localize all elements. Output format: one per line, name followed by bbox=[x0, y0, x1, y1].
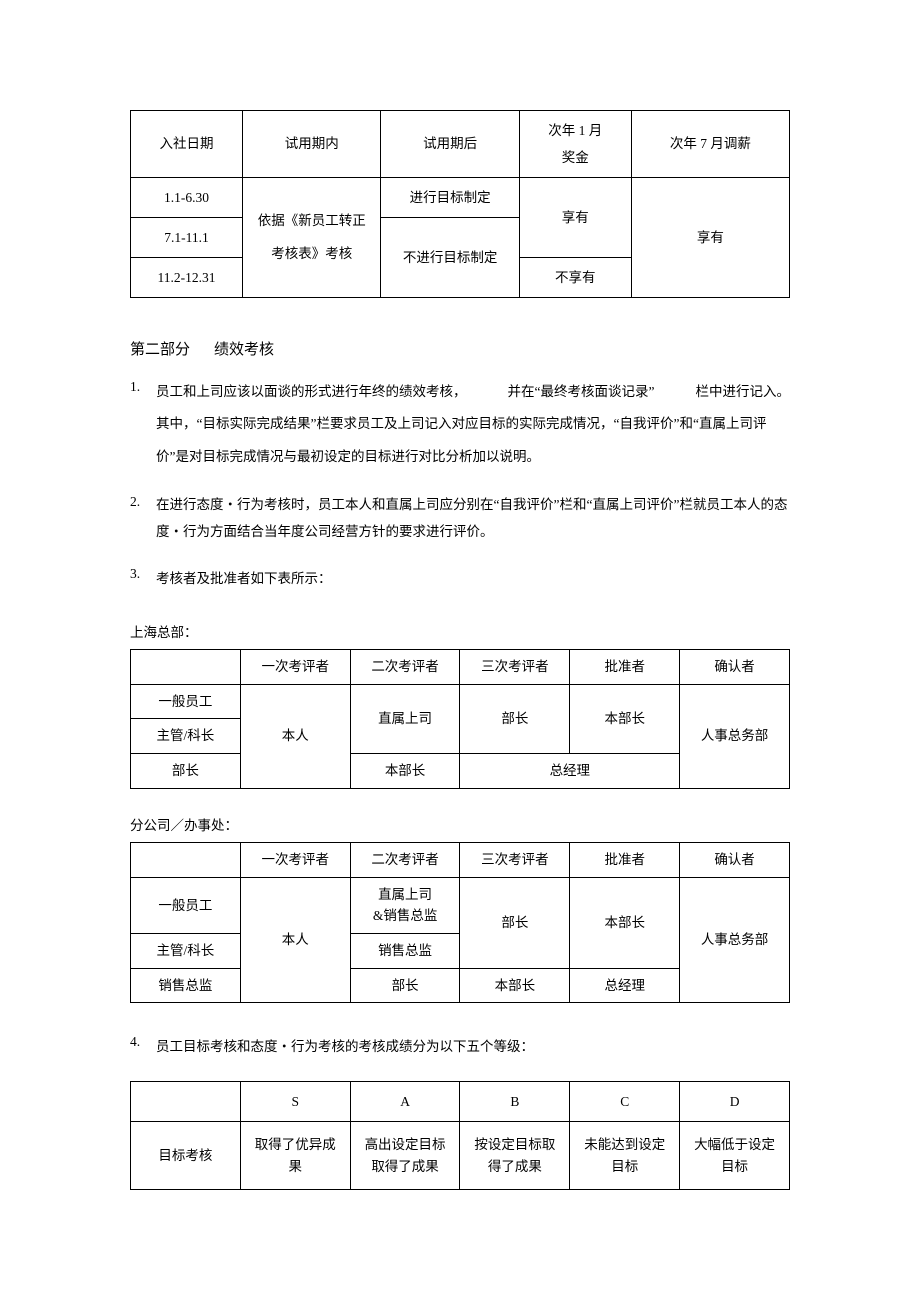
num-1: 1. bbox=[130, 376, 156, 473]
t1-salary: 享有 bbox=[631, 178, 789, 298]
t3-confirm: 人事总务部 bbox=[680, 877, 790, 1002]
t1-after-bottom: 不进行目标制定 bbox=[381, 218, 519, 298]
list-item-2: 2. 在进行态度・行为考核时，员工本人和直属上司应分别在“自我评价”栏和“直属上… bbox=[130, 491, 790, 545]
t3-h3: 三次考评者 bbox=[460, 843, 570, 878]
t1-bonus-bottom: 不享有 bbox=[519, 258, 631, 298]
t4-c0: 取得了优异成果 bbox=[240, 1122, 350, 1190]
t4-h0 bbox=[131, 1082, 241, 1122]
t3-r3-c4: 本部长 bbox=[460, 968, 570, 1003]
t2-r1-c5: 本部长 bbox=[570, 684, 680, 753]
t3-r12-c4: 部长 bbox=[460, 877, 570, 968]
section-2-list: 1. 员工和上司应该以面谈的形式进行年终的绩效考核， 并在“最终考核面谈记录” … bbox=[130, 376, 790, 596]
t3-r2-c1: 主管/科长 bbox=[131, 933, 241, 968]
t2-h5: 确认者 bbox=[680, 650, 790, 685]
t2-r1-c3: 直属上司 bbox=[350, 684, 460, 753]
t2-confirm: 人事总务部 bbox=[680, 684, 790, 788]
list-item-4: 4. 员工目标考核和态度・行为考核的考核成绩分为以下五个等级： bbox=[130, 1031, 790, 1063]
t3-r3-c1: 销售总监 bbox=[131, 968, 241, 1003]
section-2-list-cont: 4. 员工目标考核和态度・行为考核的考核成绩分为以下五个等级： bbox=[130, 1031, 790, 1063]
table-entry-dates: 入社日期 试用期内 试用期后 次年 1 月 奖金 次年 7 月调薪 1.1-6.… bbox=[130, 110, 790, 298]
t4-c4: 大幅低于设定目标 bbox=[680, 1122, 790, 1190]
t3-self: 本人 bbox=[240, 877, 350, 1002]
item-1c: 栏中进行记入。 bbox=[695, 376, 790, 408]
t2-r2-c1: 主管/科长 bbox=[131, 719, 241, 754]
t3-h1: 一次考评者 bbox=[240, 843, 350, 878]
item-2: 在进行态度・行为考核时，员工本人和直属上司应分别在“自我评价”栏和“直属上司评价… bbox=[156, 491, 790, 545]
item-3: 考核者及批准者如下表所示： bbox=[156, 563, 790, 595]
t3-r2-c3: 销售总监 bbox=[350, 933, 460, 968]
t4-h3: B bbox=[460, 1082, 570, 1122]
t2-self: 本人 bbox=[240, 684, 350, 788]
t2-r1-c4: 部长 bbox=[460, 684, 570, 753]
t2-r1-c1: 一般员工 bbox=[131, 684, 241, 719]
t2-h1: 一次考评者 bbox=[240, 650, 350, 685]
t3-h2: 二次考评者 bbox=[350, 843, 460, 878]
table2-label: 上海总部： bbox=[130, 622, 790, 644]
t1-r2-c1: 7.1-11.1 bbox=[131, 218, 243, 258]
t4-c2: 按设定目标取得了成果 bbox=[460, 1122, 570, 1190]
t4-h1: S bbox=[240, 1082, 350, 1122]
t1-header-2: 试用期后 bbox=[381, 111, 519, 178]
t4-c1: 高出设定目标取得了成果 bbox=[350, 1122, 460, 1190]
num-3: 3. bbox=[130, 563, 156, 595]
t3-r3-c5: 总经理 bbox=[570, 968, 680, 1003]
list-item-1: 1. 员工和上司应该以面谈的形式进行年终的绩效考核， 并在“最终考核面谈记录” … bbox=[130, 376, 790, 473]
table-grades: S A B C D 目标考核 取得了优异成果 高出设定目标取得了成果 按设定目标… bbox=[130, 1081, 790, 1190]
section-2-name: 绩效考核 bbox=[214, 342, 274, 358]
t2-h2: 二次考评者 bbox=[350, 650, 460, 685]
t3-r1-c3: 直属上司 &销售总监 bbox=[350, 877, 460, 933]
document-page: 入社日期 试用期内 试用期后 次年 1 月 奖金 次年 7 月调薪 1.1-6.… bbox=[0, 0, 920, 1250]
item-1-rest: 其中，“目标实际完成结果”栏要求员工及上司记入对应目标的实际完成情况，“自我评价… bbox=[156, 408, 790, 473]
t2-h3: 三次考评者 bbox=[460, 650, 570, 685]
t1-bonus-top: 享有 bbox=[519, 178, 631, 258]
section-2-title: 第二部分 绩效考核 bbox=[130, 338, 790, 362]
t4-h4: C bbox=[570, 1082, 680, 1122]
t3-h4: 批准者 bbox=[570, 843, 680, 878]
list-item-3: 3. 考核者及批准者如下表所示： bbox=[130, 563, 790, 595]
t4-h5: D bbox=[680, 1082, 790, 1122]
t1-r3-c1: 11.2-12.31 bbox=[131, 258, 243, 298]
table-branch: 一次考评者 二次考评者 三次考评者 批准者 确认者 一般员工 本人 直属上司 &… bbox=[130, 842, 790, 1003]
t3-r12-c5: 本部长 bbox=[570, 877, 680, 968]
t2-h0 bbox=[131, 650, 241, 685]
t4-h2: A bbox=[350, 1082, 460, 1122]
t1-header-3: 次年 1 月 奖金 bbox=[519, 111, 631, 178]
item-1b: 并在“最终考核面谈记录” bbox=[508, 376, 655, 408]
t3-h5: 确认者 bbox=[680, 843, 790, 878]
num-4: 4. bbox=[130, 1031, 156, 1063]
t2-r3-c45: 总经理 bbox=[460, 753, 680, 788]
t3-h0 bbox=[131, 843, 241, 878]
t3-r1-c1: 一般员工 bbox=[131, 877, 241, 933]
t2-r3-c3: 本部长 bbox=[350, 753, 460, 788]
item-4: 员工目标考核和态度・行为考核的考核成绩分为以下五个等级： bbox=[156, 1031, 790, 1063]
t1-header-1: 试用期内 bbox=[243, 111, 381, 178]
t1-after-top: 进行目标制定 bbox=[381, 178, 519, 218]
table3-label: 分公司／办事处： bbox=[130, 815, 790, 837]
t1-header-0: 入社日期 bbox=[131, 111, 243, 178]
t1-header-4: 次年 7 月调薪 bbox=[631, 111, 789, 178]
t4-c3: 未能达到设定目标 bbox=[570, 1122, 680, 1190]
item-1a: 员工和上司应该以面谈的形式进行年终的绩效考核， bbox=[156, 376, 467, 408]
t2-r3-c1: 部长 bbox=[131, 753, 241, 788]
table-shanghai: 一次考评者 二次考评者 三次考评者 批准者 确认者 一般员工 本人 直属上司 部… bbox=[130, 649, 790, 788]
t1-probation: 依据《新员工转正 考核表》考核 bbox=[243, 178, 381, 298]
section-2-part: 第二部分 bbox=[130, 342, 190, 358]
num-2: 2. bbox=[130, 491, 156, 545]
t3-r3-c3: 部长 bbox=[350, 968, 460, 1003]
t4-rowlabel: 目标考核 bbox=[131, 1122, 241, 1190]
t2-h4: 批准者 bbox=[570, 650, 680, 685]
t1-r1-c1: 1.1-6.30 bbox=[131, 178, 243, 218]
